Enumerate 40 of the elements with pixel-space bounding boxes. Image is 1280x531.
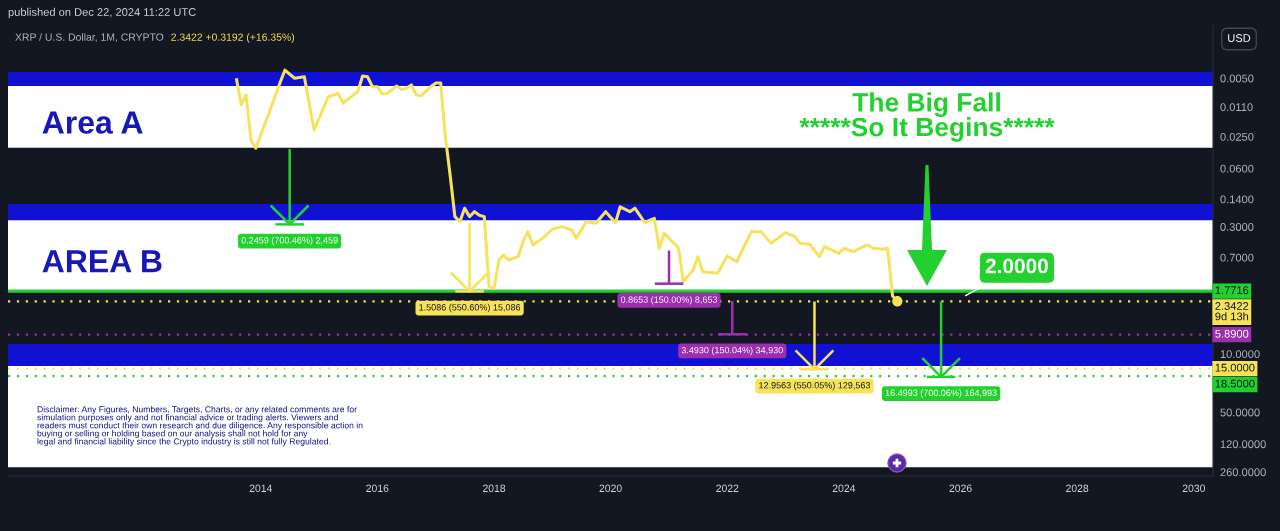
y-tick-label: 120.0000 bbox=[1220, 440, 1266, 449]
annotation: 2.0000 bbox=[985, 258, 1048, 274]
x-tick-label: 2018 bbox=[482, 484, 506, 492]
annotation: 3.4930 (150.04%) 34,930 bbox=[681, 346, 783, 356]
ref-line-label: 2.3422 9d 13h bbox=[1215, 302, 1249, 321]
text: published on Dec 22, 2024 11:22 UTC bbox=[8, 7, 196, 19]
text: USD bbox=[1228, 34, 1251, 42]
y-tick-label: 0.0600 bbox=[1220, 164, 1254, 173]
ref-line-label: 5.8900 bbox=[1215, 329, 1249, 338]
band-label: Area A bbox=[42, 111, 143, 134]
x-tick-label: 2026 bbox=[949, 484, 972, 492]
x-tick-label: 2016 bbox=[366, 484, 389, 492]
annotation: 12.9563 (550.05%) 129,563 bbox=[759, 381, 871, 391]
x-tick-label: 2024 bbox=[832, 484, 856, 492]
x-tick-label: 2014 bbox=[249, 484, 273, 492]
x-tick-label: 2020 bbox=[599, 484, 622, 492]
text: XRP / U.S. Dollar, 1M, CRYPTO bbox=[15, 33, 164, 43]
y-tick-label: 0.0050 bbox=[1220, 74, 1254, 83]
y-tick-label: 10.0000 bbox=[1220, 350, 1260, 359]
annotation: 1.5086 (550.60%) 15,086 bbox=[419, 303, 521, 313]
x-tick-label: 2028 bbox=[1066, 484, 1089, 492]
x-tick-label: 2022 bbox=[716, 484, 739, 492]
annotation: 0.8653 (150.00%) 8,653 bbox=[620, 296, 718, 305]
y-tick-label: 0.0250 bbox=[1220, 132, 1254, 141]
annotation: 16.4993 (700.06%) 164,993 bbox=[885, 389, 997, 398]
y-tick-label: 0.7000 bbox=[1220, 253, 1254, 262]
ref-line-label: 18.5000 bbox=[1215, 379, 1255, 388]
ref-line-label: 15.0000 bbox=[1215, 363, 1255, 372]
y-tick-label: 260.0000 bbox=[1220, 468, 1266, 477]
annotation: 0.2459 (700.46%) 2,459 bbox=[241, 236, 338, 246]
annotation: Disclaimer: Any Figures, Numbers, Targets, Charts, or any related comments are for simulation purposes only and not financial advice or trading alerts. Viewers and readers must conduct their own research and due diligence. Any responsible action in buying or selling or holding based on our analysis shall not hold for any legal and financial liability since the Crypto industry is still not fully Regulated. bbox=[37, 406, 363, 447]
annotation: The Big Fall *****So It Begins***** bbox=[799, 92, 1055, 142]
band-label: AREA B bbox=[42, 250, 162, 273]
y-tick-label: 50.0000 bbox=[1220, 408, 1260, 417]
x-tick-label: 2030 bbox=[1182, 484, 1206, 492]
y-tick-label: 0.3000 bbox=[1220, 223, 1254, 231]
text: 2.3422 +0.3192 (+16.35%) bbox=[171, 33, 295, 43]
ref-line-label: 1.7716 bbox=[1215, 286, 1249, 295]
y-tick-label: 0.0110 bbox=[1220, 103, 1253, 112]
y-tick-label: 0.1400 bbox=[1220, 195, 1254, 204]
